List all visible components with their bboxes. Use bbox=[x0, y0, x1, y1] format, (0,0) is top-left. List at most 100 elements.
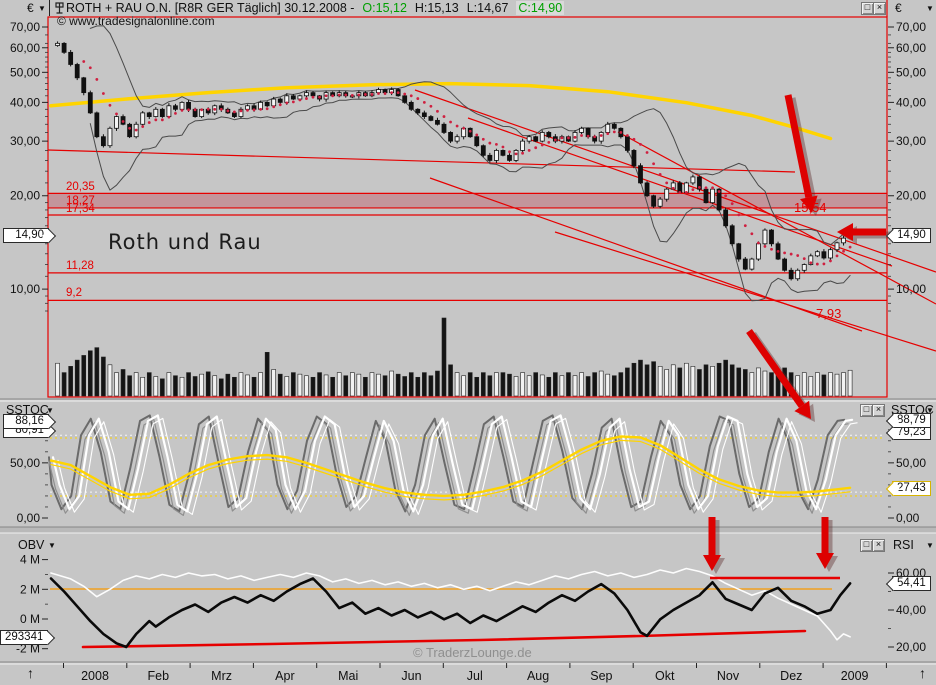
right-axis-unit-dropdown[interactable]: € bbox=[895, 1, 902, 15]
volume-bar bbox=[415, 376, 421, 397]
month-label: Feb bbox=[148, 669, 170, 683]
volume-bar bbox=[317, 372, 322, 397]
candle-body bbox=[657, 198, 663, 207]
dotted-ma-point bbox=[337, 93, 341, 97]
rsi-indicator-dropdown[interactable]: RSI bbox=[893, 538, 914, 552]
sstoc-axis-label: 0,00 bbox=[896, 511, 920, 525]
volume-bar bbox=[291, 372, 296, 397]
volume-bar bbox=[363, 376, 368, 397]
maximize-pane-button[interactable]: □ bbox=[861, 2, 874, 15]
dotted-ma-point bbox=[829, 259, 832, 263]
trendline bbox=[414, 89, 936, 273]
dotted-ma-point bbox=[383, 92, 387, 95]
chevron-down-icon[interactable]: ▼ bbox=[926, 541, 934, 550]
obv-indicator-dropdown[interactable]: OBV bbox=[18, 538, 45, 552]
dotted-ma-point bbox=[573, 135, 577, 139]
maximize-pane-button[interactable]: □ bbox=[860, 404, 873, 417]
volume-bar bbox=[834, 373, 840, 397]
chart-title: ROTH + RAU O.N. [R8R GER Täglich] 30.12.… bbox=[66, 1, 355, 15]
close-pane-button[interactable]: × bbox=[872, 539, 885, 552]
price-axis-label: 50,00 bbox=[896, 65, 926, 79]
dotted-ma-point bbox=[593, 135, 597, 139]
candle-body bbox=[716, 188, 722, 211]
volume-bar bbox=[107, 364, 113, 397]
trendline-label-1554: 15,54 bbox=[794, 200, 827, 215]
candle-body bbox=[474, 136, 480, 147]
dotted-ma-point bbox=[449, 120, 452, 124]
candle-body bbox=[55, 42, 60, 46]
volume-bar bbox=[546, 376, 552, 397]
volume-bar bbox=[120, 369, 126, 397]
candle-body bbox=[841, 237, 846, 244]
volume-bar bbox=[494, 372, 499, 397]
candle-body bbox=[828, 249, 833, 259]
candle-body bbox=[454, 136, 460, 142]
candle-body bbox=[186, 101, 191, 110]
candle-body bbox=[245, 105, 250, 110]
rsi-value-callout: 54,41 bbox=[892, 576, 931, 591]
volume-bar bbox=[94, 347, 100, 397]
close-pane-button[interactable]: × bbox=[873, 2, 886, 15]
dotted-ma-point bbox=[815, 262, 819, 266]
price-pane-border bbox=[47, 16, 888, 398]
chevron-down-icon[interactable]: ▼ bbox=[46, 406, 54, 415]
dotted-ma-point bbox=[200, 108, 204, 112]
volume-bar bbox=[684, 362, 689, 397]
dotted-ma-point bbox=[331, 94, 335, 98]
dotted-ma-point bbox=[108, 103, 112, 107]
volume-bar bbox=[382, 375, 388, 397]
volume-bar bbox=[323, 374, 329, 397]
close-pane-button[interactable]: × bbox=[872, 404, 885, 417]
candle-body bbox=[408, 101, 414, 110]
ohlc-low: L:14,67 bbox=[466, 1, 509, 15]
volume-bar bbox=[186, 372, 191, 397]
candle-body bbox=[421, 112, 427, 117]
volume-bar bbox=[205, 371, 211, 397]
volume-bar bbox=[238, 372, 244, 397]
candle-body bbox=[159, 108, 165, 117]
chevron-down-icon[interactable]: ▼ bbox=[926, 406, 934, 415]
candle-body bbox=[821, 251, 827, 259]
candle-body bbox=[428, 116, 434, 121]
obv-value-callout: 293341 bbox=[0, 630, 49, 645]
price-axis-label: 30,00 bbox=[896, 134, 926, 148]
chevron-down-icon[interactable]: ▼ bbox=[38, 4, 46, 13]
volume-bar bbox=[192, 376, 198, 397]
level-label-1734: 17,34 bbox=[66, 203, 95, 215]
dotted-ma-point bbox=[278, 103, 282, 107]
volume-bar bbox=[179, 376, 185, 397]
volume-bar bbox=[310, 376, 316, 397]
volume-bar bbox=[598, 370, 604, 397]
annotation-arrow-head bbox=[837, 223, 853, 241]
left-axis-unit-dropdown[interactable]: € bbox=[27, 1, 34, 15]
candle-body bbox=[782, 258, 787, 271]
dotted-ma-point bbox=[743, 224, 747, 228]
trendline-label-793: 7,93 bbox=[816, 306, 842, 321]
volume-bar bbox=[710, 366, 715, 397]
rsi-line bbox=[49, 577, 852, 649]
dotted-ma-point bbox=[527, 149, 531, 152]
candle-body bbox=[140, 112, 146, 125]
scroll-right-arrow-icon[interactable]: ↑ bbox=[919, 665, 926, 681]
candle-body bbox=[795, 269, 801, 280]
scroll-left-arrow-icon[interactable]: ↑ bbox=[27, 665, 34, 681]
dotted-ma-point bbox=[422, 100, 426, 104]
volume-bar bbox=[55, 362, 60, 397]
chevron-down-icon[interactable]: ▼ bbox=[48, 541, 56, 550]
volume-bar bbox=[74, 359, 80, 397]
annotation-arrow bbox=[784, 94, 813, 199]
price-axis-label: 40,00 bbox=[896, 95, 926, 109]
instrument-icon bbox=[55, 2, 64, 14]
month-label: Nov bbox=[717, 669, 740, 683]
dotted-ma-point bbox=[822, 262, 826, 266]
volume-bar bbox=[88, 350, 93, 397]
volume-bar bbox=[408, 372, 414, 397]
dotted-ma-point bbox=[684, 191, 688, 194]
candle-body bbox=[756, 243, 761, 260]
dotted-ma-point bbox=[187, 108, 190, 112]
chevron-down-icon[interactable]: ▼ bbox=[926, 4, 934, 13]
trendline bbox=[554, 231, 936, 352]
volume-bar bbox=[336, 372, 342, 397]
volume-bar bbox=[297, 373, 303, 397]
